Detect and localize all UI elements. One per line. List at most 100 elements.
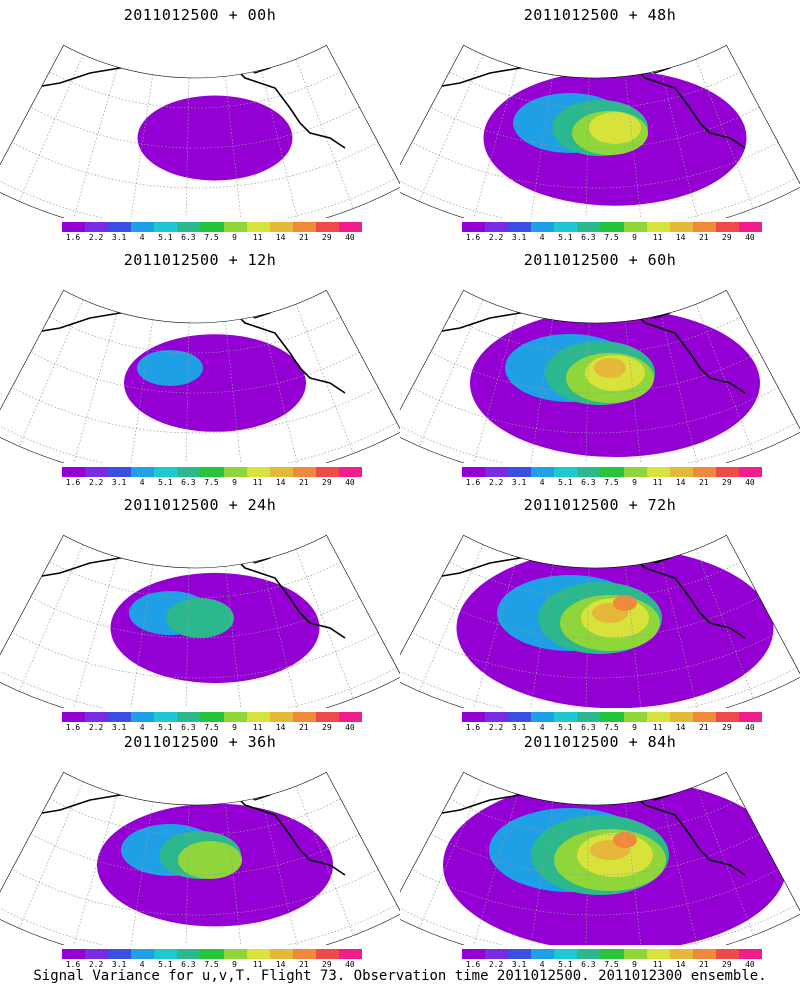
colorbar-swatch — [246, 467, 270, 477]
longitude-line — [585, 804, 590, 945]
colorbar-swatch — [600, 712, 624, 722]
latitude-line — [449, 798, 741, 836]
figure-caption: Signal Variance for u,v,T. Flight 73. Ob… — [33, 968, 767, 984]
variance-field — [110, 572, 320, 684]
latitude-line — [411, 632, 779, 679]
colorbar-swatch — [246, 949, 270, 959]
panel-title: 2011012500 + 12h — [123, 251, 277, 269]
colorbar-tick-label: 1.6 — [65, 723, 81, 732]
colorbar-swatch — [292, 712, 316, 722]
map-boundary — [0, 771, 400, 945]
colorbar-tick-label: 3.1 — [111, 233, 127, 242]
longitude-line — [625, 321, 642, 463]
colorbar-swatch — [292, 222, 316, 232]
colorbar-swatch — [85, 222, 109, 232]
coastline-islands — [614, 290, 671, 319]
map-boundary — [400, 771, 800, 945]
field-base — [124, 334, 306, 432]
colorbar-tick-label: 4 — [139, 723, 145, 732]
colorbar-swatch — [269, 467, 293, 477]
colorbar-swatch — [738, 222, 763, 232]
colorbar-swatch — [623, 712, 647, 722]
colorbar-tick-label: 3.1 — [111, 478, 127, 487]
coastline-islands — [614, 45, 671, 74]
latitude-line — [411, 869, 779, 916]
colorbar-swatch — [223, 949, 247, 959]
colorbar-swatch — [62, 712, 86, 722]
colorbar-swatch — [269, 712, 293, 722]
latitude-line — [0, 422, 398, 463]
longitude-line — [473, 793, 518, 945]
longitude-line — [260, 559, 298, 708]
colorbar-tick-label: 11 — [652, 233, 663, 242]
map-boundary — [0, 44, 400, 218]
colorbar-swatch — [154, 222, 178, 232]
colorbar-swatch — [315, 467, 339, 477]
field-base — [137, 95, 293, 181]
coastline-islands — [614, 772, 671, 801]
longitude-line — [185, 77, 190, 218]
latitude-line — [0, 904, 398, 945]
latitude-line — [11, 632, 379, 679]
graticule — [400, 54, 798, 218]
colorbar-swatch — [692, 949, 716, 959]
colorbar-tick-label: 9 — [232, 960, 237, 969]
coastline-islands — [214, 772, 271, 801]
colorbar-tick-label: 4 — [139, 478, 145, 487]
colorbar-swatch — [554, 467, 578, 477]
colorbar-swatch — [715, 222, 739, 232]
colorbar-tick-label: 5.1 — [558, 233, 573, 242]
panel-title: 2011012500 + 84h — [523, 733, 677, 751]
colorbar-tick-label: 11 — [652, 478, 663, 487]
map-12h — [0, 289, 400, 463]
graticule — [400, 299, 798, 463]
colorbar-tick-label: 9 — [632, 723, 637, 732]
longitude-line — [295, 59, 354, 209]
colorbar-swatch — [692, 712, 716, 722]
colorbar-tick-label: 7.5 — [604, 233, 619, 242]
colorbar — [62, 712, 363, 722]
longitude-line — [530, 801, 554, 945]
latitude-line — [49, 71, 341, 109]
colorbar-swatch — [154, 949, 178, 959]
longitude-line — [660, 559, 698, 708]
colorbar-tick-label: 14 — [275, 233, 286, 242]
graticule — [0, 544, 398, 708]
colorbar-tick-label: 14 — [675, 723, 686, 732]
longitude-line — [660, 796, 698, 945]
colorbar-swatch — [485, 712, 509, 722]
longitude-line — [185, 567, 190, 708]
longitude-line — [130, 74, 154, 218]
colorbar-swatch — [600, 222, 624, 232]
colorbar-tick-label: 7.5 — [204, 723, 219, 732]
longitude-line — [418, 781, 484, 929]
coastline-islands — [214, 535, 271, 564]
variance-field — [137, 95, 293, 181]
colorbar-tick-label: 7.5 — [204, 233, 219, 242]
colorbar-tick-label: 29 — [322, 478, 332, 487]
field-blob — [178, 841, 242, 879]
map-60h — [400, 289, 800, 463]
colorbar-tick-label: 5.1 — [158, 960, 173, 969]
latitude-line — [30, 106, 360, 149]
latitude-line — [411, 142, 779, 189]
colorbar-tick-label: 11 — [652, 960, 663, 969]
colorbar-tick-label: 2.2 — [488, 723, 504, 732]
longitude-line — [260, 69, 298, 218]
colorbar-tick-label: 4 — [539, 478, 545, 487]
graticule — [400, 781, 798, 945]
colorbar-swatch — [531, 949, 555, 959]
colorbar-tick-label: 5.1 — [558, 960, 573, 969]
colorbar-swatch — [692, 467, 716, 477]
colorbar — [462, 949, 763, 959]
longitude-line — [18, 54, 84, 202]
colorbar-swatch — [131, 949, 155, 959]
colorbar-swatch — [62, 467, 86, 477]
variance-field — [124, 334, 306, 432]
panel-title: 2011012500 + 36h — [123, 733, 277, 751]
map-panel-60h: 2011012500 + 60h 1.6 2.2 3.1 4 5.1 6.3 7.5 9 11 1… — [400, 245, 800, 490]
colorbar-tick-label: 40 — [345, 478, 355, 487]
colorbar-tick-label: 21 — [298, 233, 309, 242]
colorbar-tick-label: 4 — [139, 960, 145, 969]
colorbar-swatch — [108, 467, 132, 477]
